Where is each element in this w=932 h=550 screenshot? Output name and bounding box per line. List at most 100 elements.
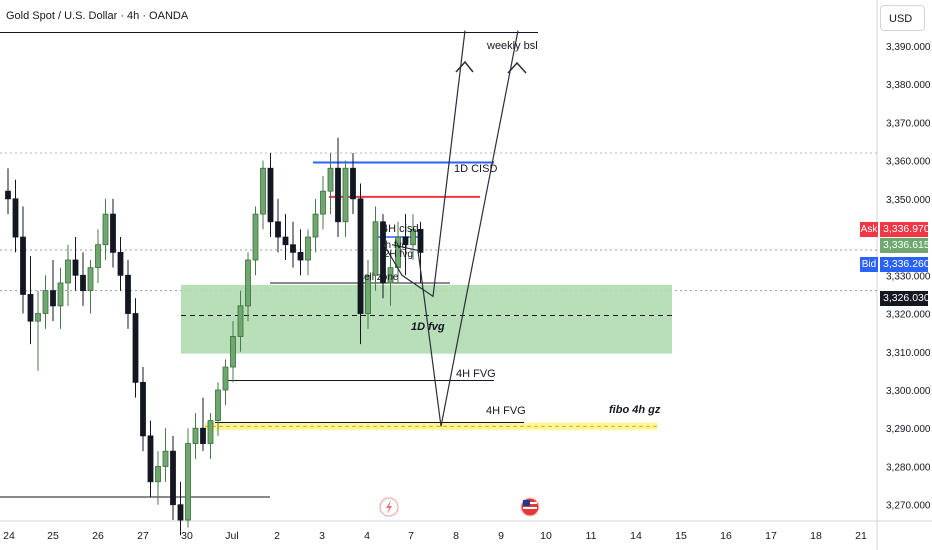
candle-body: [117, 251, 124, 276]
bid-price-tag: 3,336.260: [880, 257, 930, 272]
x-tick-label: 9: [498, 530, 504, 542]
candle-body: [192, 427, 199, 444]
candle-body: [245, 259, 251, 307]
y-tick-label: 3,290.000: [886, 424, 931, 435]
candle-body: [27, 294, 34, 322]
candle-body: [365, 274, 371, 314]
candle-body: [387, 267, 394, 284]
fibo-label: fibo 4h gz: [609, 404, 661, 416]
x-tick-label: 7: [408, 530, 414, 542]
x-tick-label: 18: [810, 530, 822, 542]
mid-price-tag: 3,336.615: [880, 238, 930, 253]
y-tick-label: 3,380.000: [886, 80, 931, 91]
candle-body: [12, 198, 19, 238]
candle-body: [42, 290, 49, 314]
candle-body: [110, 213, 116, 253]
currency-selector[interactable]: USD: [880, 5, 925, 31]
y-tick-label: 3,350.000: [886, 195, 931, 206]
candle-body: [65, 259, 71, 284]
candle-body: [170, 450, 176, 506]
candle-body: [200, 427, 206, 444]
candle-body: [5, 190, 11, 200]
candle-body: [297, 251, 304, 261]
candle-body: [140, 381, 146, 437]
x-tick-label: 17: [765, 530, 777, 542]
last-price-tag: 3,326.030: [880, 291, 930, 306]
projection-path-1: [383, 30, 466, 298]
x-tick-label: 21: [855, 530, 867, 542]
candle-body: [267, 167, 274, 223]
candle-body: [72, 259, 79, 276]
fvg-4h-label-lower: 4H FVG: [486, 405, 526, 417]
projection-path-2: [391, 30, 519, 427]
candle-body: [402, 236, 409, 246]
candle-body: [215, 389, 221, 421]
us-flag-stripe: [523, 507, 537, 509]
y-tick-label: 3,330.000: [886, 271, 931, 282]
candle-body: [380, 221, 386, 284]
ask-price-tag: 3,336.970: [880, 222, 930, 237]
candle-body: [162, 450, 169, 467]
candle-body: [95, 244, 101, 269]
y-tick-label: 3,320.000: [886, 310, 931, 321]
x-tick-label: Jul: [225, 530, 238, 542]
x-tick-label: 3: [319, 530, 325, 542]
x-tick-label: 16: [720, 530, 732, 542]
candle-body: [410, 229, 416, 246]
candle-body: [57, 282, 64, 307]
candle-body: [50, 290, 56, 307]
candle-body: [80, 274, 86, 291]
candle-body: [237, 305, 244, 337]
candle-body: [327, 167, 334, 192]
x-tick-label: 15: [675, 530, 687, 542]
candle-body: [155, 466, 161, 483]
fvg-1h-label: 1h fvg: [380, 240, 407, 251]
fvg-1d-label: 1D fvg: [411, 321, 445, 333]
candle-body: [222, 366, 229, 391]
candle-body: [320, 190, 326, 215]
us-flag-canton: [523, 500, 530, 506]
x-tick-label: 8: [453, 530, 459, 542]
candle-body: [342, 167, 349, 223]
candle-body: [335, 167, 341, 223]
y-tick-label: 3,300.000: [886, 386, 931, 397]
arrowhead-1: [455, 60, 474, 73]
y-tick-label: 3,360.000: [886, 157, 931, 168]
candle-body: [417, 229, 424, 253]
x-tick-label: 24: [3, 530, 15, 542]
candle-body: [102, 213, 109, 246]
x-tick-label: 4: [364, 530, 370, 542]
x-tick-label: 10: [540, 530, 552, 542]
y-tick-label: 3,270.000: [886, 501, 931, 512]
candle-body: [147, 435, 154, 483]
chart-title: Gold Spot / U.S. Dollar · 4h · OANDA: [6, 10, 189, 22]
sell-zone-label: sell zone: [359, 272, 399, 283]
y-tick-label: 3,280.000: [886, 462, 931, 473]
fvg-2h-label: 2H fvg: [384, 249, 413, 260]
candle-body: [35, 313, 41, 322]
candle-body: [20, 236, 26, 295]
x-tick-label: 27: [137, 530, 149, 542]
x-tick-label: 11: [586, 530, 597, 542]
x-tick-label: 14: [630, 530, 642, 542]
candle-body: [132, 313, 139, 383]
weekly-bsl-label: weekly bsl: [486, 40, 538, 52]
fvg-4h-label-upper: 4H FVG: [456, 368, 496, 380]
candle-body: [185, 443, 191, 521]
candle-body: [275, 221, 281, 238]
candle-body: [230, 336, 236, 368]
candle-body: [177, 504, 184, 521]
candle-body: [312, 213, 319, 238]
candle-body: [290, 244, 296, 253]
candle-body: [125, 274, 131, 314]
candle-body: [282, 236, 289, 246]
candle-body: [207, 420, 214, 444]
x-tick-label: 26: [92, 530, 104, 542]
candle-body: [260, 167, 266, 215]
arrowhead-2: [507, 61, 527, 74]
candle-body: [350, 167, 356, 200]
cisd-1d-label: 1D CISD: [454, 163, 497, 175]
bid-label: Bid: [860, 257, 878, 272]
candle-body: [252, 213, 259, 261]
